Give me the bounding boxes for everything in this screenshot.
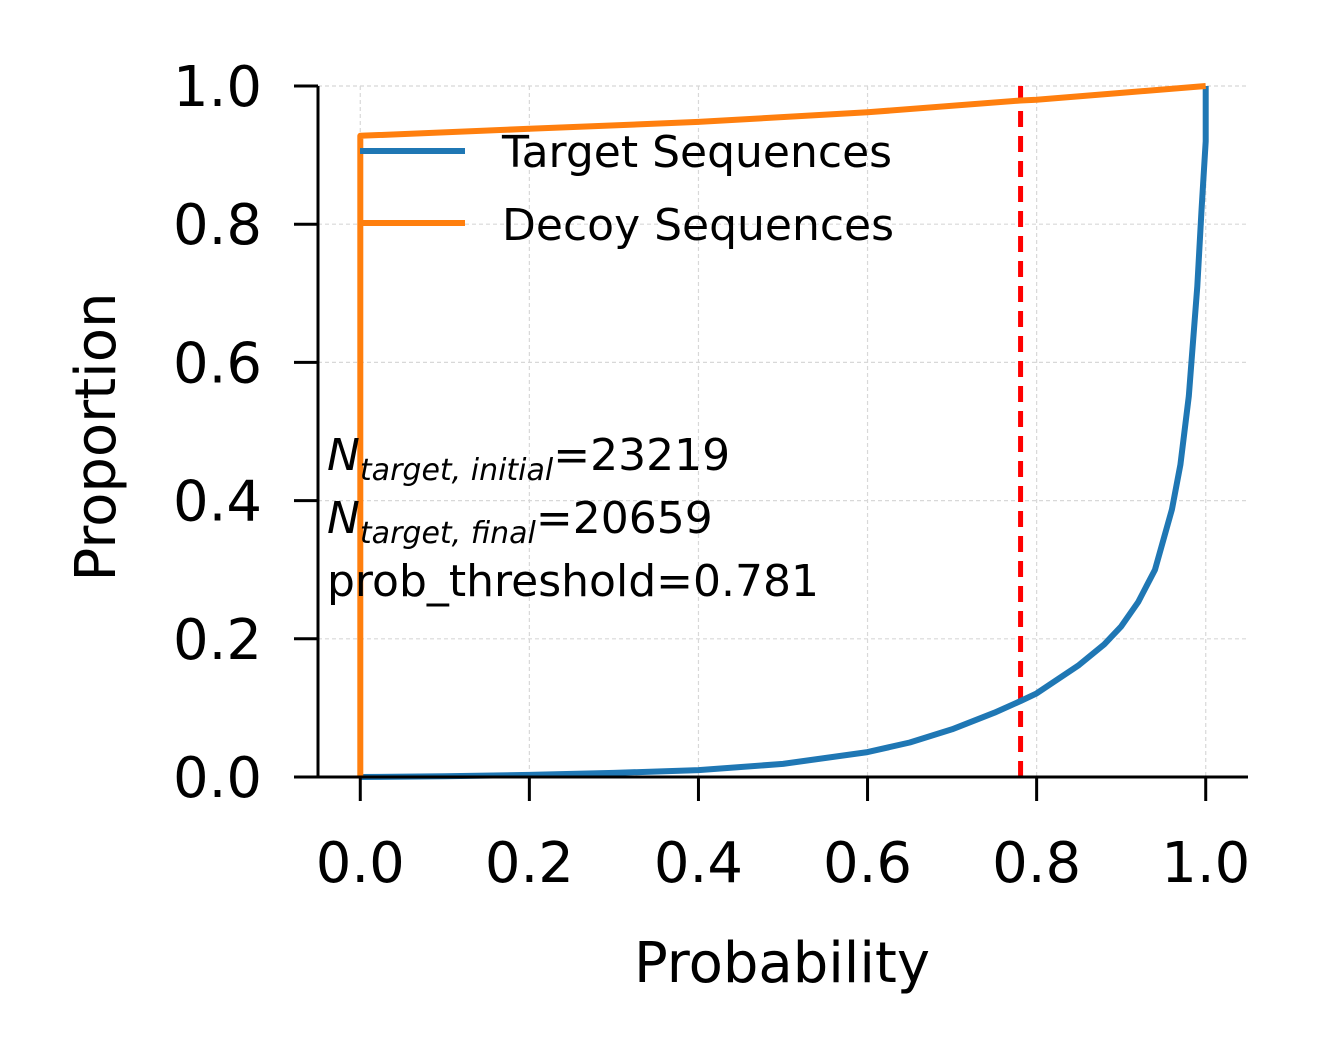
x-tick-label-0: 0.0: [316, 831, 405, 896]
annotation-n-initial: Ntarget, initial=23219: [327, 430, 730, 488]
x-tick-label-3: 0.6: [823, 831, 912, 896]
x-tick-label-5: 1.0: [1161, 831, 1250, 896]
series-layer: [357, 83, 1209, 780]
annotation-box: Ntarget, initial=23219 Ntarget, final=20…: [327, 430, 819, 607]
x-tick-label-4: 0.8: [992, 831, 1081, 896]
ticks: 0.0 0.2 0.4 0.6 0.8 1.0 0.0 0.2 0.4 0.6 0.8 1.0: [173, 55, 1250, 896]
annotation-n-final: Ntarget, final=20659: [327, 493, 713, 551]
legend: Target Sequences Decoy Sequences: [360, 127, 894, 251]
annotation-threshold: prob_threshold=0.781: [327, 556, 819, 607]
y-tick-label-4: 0.8: [173, 193, 262, 258]
annotation-n-final-main: N: [327, 493, 360, 544]
annotation-n-initial-main: N: [327, 430, 360, 481]
series-line-decoy-sequences: [357, 83, 1206, 777]
annotation-n-initial-sub: target, initial: [360, 453, 554, 488]
x-tick-label-2: 0.4: [654, 831, 743, 896]
y-tick-label-2: 0.4: [173, 470, 262, 535]
y-tick-label-0: 0.0: [173, 746, 262, 811]
y-tick-label-1: 0.2: [173, 608, 262, 673]
axes: [316, 86, 1248, 779]
grid-lines: [318, 85, 1248, 778]
annotation-n-final-value: =20659: [536, 493, 713, 544]
x-axis-label: Probability: [634, 931, 930, 996]
x-tick-label-1: 0.2: [485, 831, 574, 896]
annotation-n-final-sub: target, final: [360, 516, 537, 551]
series-line-target-sequences: [360, 86, 1209, 780]
legend-label-decoy: Decoy Sequences: [502, 200, 894, 251]
y-tick-label-5: 1.0: [173, 55, 262, 120]
legend-label-target: Target Sequences: [501, 127, 892, 178]
annotation-n-initial-value: =23219: [553, 430, 730, 481]
y-axis-label: Proportion: [64, 293, 129, 582]
y-tick-label-3: 0.6: [173, 331, 262, 396]
